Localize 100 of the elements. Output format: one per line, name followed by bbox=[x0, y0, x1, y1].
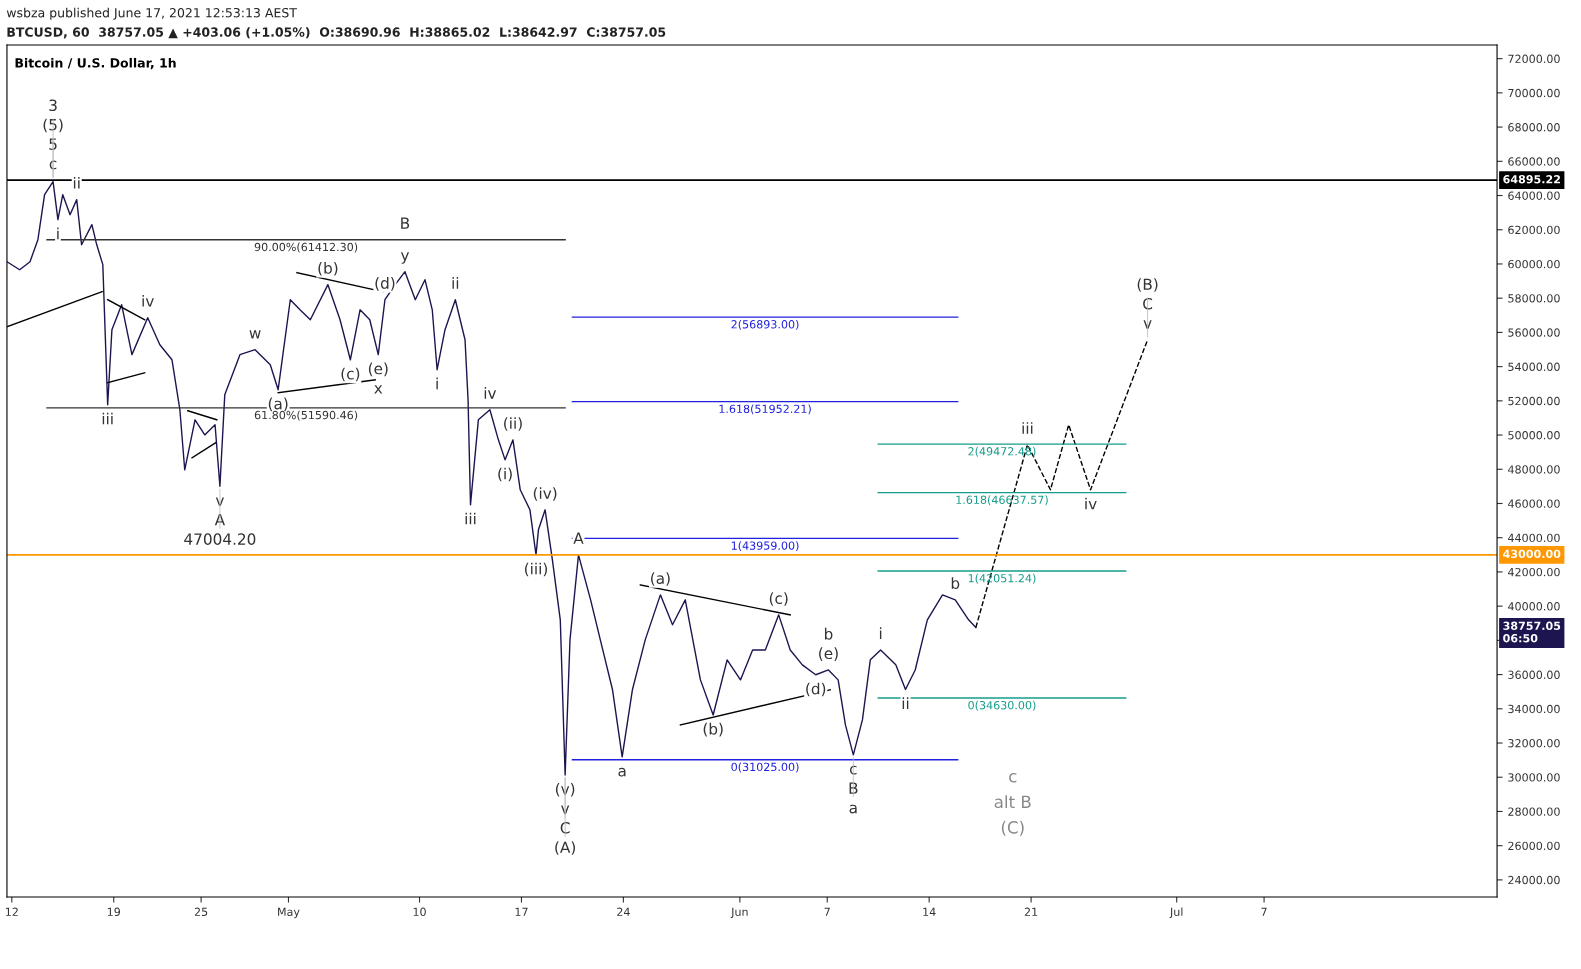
annotation: ii bbox=[902, 697, 909, 709]
annotation: c bbox=[1009, 772, 1017, 783]
x-tick-label: 21 bbox=[1024, 907, 1038, 916]
annotation: (v) bbox=[555, 782, 575, 797]
series-label: 61.80%(51590.46) bbox=[254, 410, 358, 421]
y-tick-label: 32000.00 bbox=[1508, 738, 1560, 748]
annotation: a bbox=[849, 804, 857, 814]
x-tick-label: 10 bbox=[413, 907, 426, 917]
annotation: (a) bbox=[268, 397, 288, 412]
annotation: b bbox=[951, 577, 960, 589]
y-tick-label: 58000.00 bbox=[1508, 294, 1560, 303]
ref-line-label: 43000.00 bbox=[1503, 549, 1561, 559]
series-label: 1.618(46637.57) bbox=[956, 495, 1048, 506]
y-tick-label: 72000.00 bbox=[1508, 54, 1560, 64]
text: BTCUSD, 60 38757.05 ▲ +403.06 (+1.05%) O:38690.96 H:38865.02 L:38642.97 C:38757.05 bbox=[7, 27, 666, 39]
annotation: i bbox=[436, 377, 438, 390]
annotation: (i) bbox=[498, 467, 512, 482]
annotation: (d) bbox=[806, 682, 826, 697]
annotation: a bbox=[618, 767, 626, 777]
y-tick-label: 46000.00 bbox=[1508, 499, 1560, 508]
text: wsbza published June 17, 2021 12:53:13 AEST bbox=[6, 7, 297, 20]
annotation: ii bbox=[452, 277, 459, 289]
x-tick-label: 7 bbox=[1261, 907, 1267, 916]
x-tick-label: 25 bbox=[194, 907, 208, 917]
annotation: iv bbox=[142, 295, 154, 307]
annotation: C bbox=[560, 822, 570, 834]
series-label: 0(34630.00) bbox=[968, 700, 1036, 711]
y-tick-label: 68000.00 bbox=[1508, 123, 1560, 132]
y-tick-label: 48000.00 bbox=[1508, 465, 1560, 474]
annotation: iii bbox=[1022, 422, 1033, 434]
text: 38757.05 06:50 bbox=[1503, 621, 1561, 643]
annotation: B bbox=[849, 782, 858, 794]
annotation: y bbox=[400, 252, 410, 264]
series-label: 1(42051.24) bbox=[968, 573, 1036, 584]
y-tick-label: 28000.00 bbox=[1508, 807, 1560, 816]
y-tick-label: 64000.00 bbox=[1508, 191, 1560, 200]
y-tick-label: 50000.00 bbox=[1508, 431, 1560, 440]
annotation: (e) bbox=[819, 647, 838, 661]
x-tick-label: 24 bbox=[617, 907, 630, 916]
annotation: b bbox=[824, 627, 833, 640]
series-label: 2(49472.48) bbox=[968, 446, 1036, 457]
annotation: c bbox=[49, 160, 57, 170]
y-tick-label: 60000.00 bbox=[1508, 259, 1560, 269]
annotation: (5) bbox=[43, 118, 63, 133]
annotation: (a) bbox=[651, 572, 670, 586]
y-tick-label: 26000.00 bbox=[1508, 841, 1560, 851]
annotation: (b) bbox=[318, 261, 338, 276]
annotation: iv bbox=[484, 387, 497, 399]
x-tick-label: Jun bbox=[730, 907, 748, 919]
annotation: c bbox=[849, 765, 857, 775]
x-tick-label: 12 bbox=[5, 907, 18, 916]
y-tick-label: 24000.00 bbox=[1508, 875, 1560, 885]
y-tick-label: 62000.00 bbox=[1508, 225, 1560, 235]
annotation: (c) bbox=[769, 592, 788, 606]
x-tick-label: 7 bbox=[824, 907, 830, 916]
annotation: v bbox=[215, 497, 224, 506]
annotation: v bbox=[561, 805, 570, 814]
annotation: iii bbox=[465, 512, 476, 525]
annotation: x bbox=[374, 385, 383, 394]
annotation: 3 bbox=[49, 99, 57, 112]
annotation: (b) bbox=[703, 722, 723, 737]
annotation: (d) bbox=[375, 277, 395, 291]
annotation: C bbox=[1143, 297, 1153, 310]
y-tick-label: 52000.00 bbox=[1508, 396, 1560, 406]
annotation: 47004.20 bbox=[184, 533, 256, 545]
annotation: iii bbox=[102, 412, 113, 425]
y-tick-label: 34000.00 bbox=[1508, 704, 1560, 714]
annotation: i bbox=[57, 227, 59, 240]
series-label: 1.618(51952.21) bbox=[719, 404, 811, 415]
annotation: A bbox=[573, 532, 584, 544]
annotation: B bbox=[401, 217, 410, 229]
annotation: (A) bbox=[555, 841, 576, 855]
x-tick-label: May bbox=[278, 907, 300, 919]
annotation: w bbox=[249, 330, 261, 339]
ref-line-label: 64895.22 bbox=[1503, 175, 1560, 184]
series-label: 0(31025.00) bbox=[731, 762, 799, 773]
annotation: (iii) bbox=[525, 562, 548, 577]
annotation: ii bbox=[73, 176, 80, 189]
x-tick-label: 19 bbox=[107, 907, 121, 917]
y-tick-label: 54000.00 bbox=[1508, 362, 1560, 371]
series-label: 1(43959.00) bbox=[731, 541, 799, 552]
y-tick-label: 66000.00 bbox=[1508, 157, 1560, 166]
y-tick-label: 70000.00 bbox=[1508, 88, 1560, 98]
x-tick-label: 14 bbox=[923, 907, 936, 916]
x-tick-label: Jul bbox=[1169, 907, 1183, 919]
annotation: (iv) bbox=[533, 487, 557, 501]
series-label: 2(56893.00) bbox=[731, 319, 799, 330]
annotation: v bbox=[1143, 320, 1152, 329]
x-tick-label: 17 bbox=[515, 907, 528, 916]
annotation: (e) bbox=[368, 362, 388, 377]
annotation: iv bbox=[1085, 497, 1097, 510]
y-tick-label: 36000.00 bbox=[1508, 670, 1560, 679]
y-tick-label: 56000.00 bbox=[1508, 328, 1560, 337]
annotation: A bbox=[214, 514, 226, 526]
text: Bitcoin / U.S. Dollar, 1h bbox=[15, 57, 176, 70]
annotation: (B) bbox=[1137, 278, 1158, 292]
y-tick-label: 42000.00 bbox=[1508, 567, 1560, 577]
annotation: (ii) bbox=[504, 417, 522, 431]
annotation: alt B bbox=[994, 795, 1031, 809]
annotation: (c) bbox=[341, 367, 360, 382]
